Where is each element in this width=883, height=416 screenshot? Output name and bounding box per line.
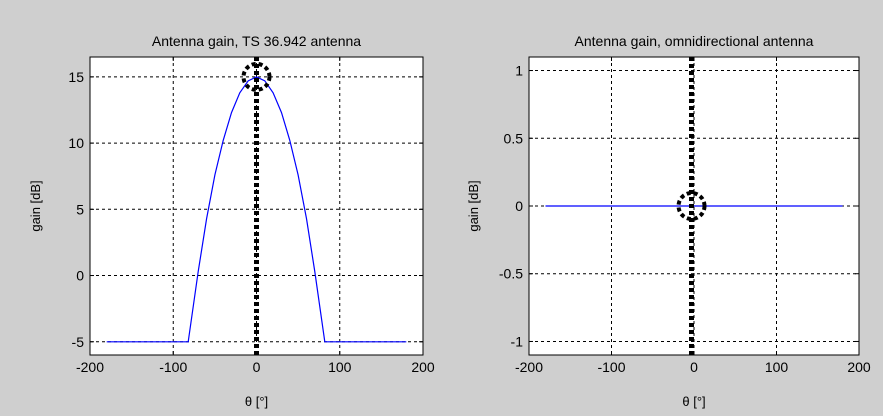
x-tick-label: 100 [328, 359, 352, 375]
right-plot: Antenna gain, omnidirectional antenna θ … [466, 33, 871, 409]
gain-curve [106, 76, 407, 343]
right-plot-xlabel: θ [°] [682, 394, 705, 409]
right-plot-ylabel: gain [dB] [466, 180, 481, 231]
x-tick-label: -100 [597, 359, 625, 375]
left-plot-series [106, 57, 407, 355]
x-tick-label: 200 [411, 359, 435, 375]
y-tick-label: -5 [72, 334, 85, 350]
y-tick-label: 1 [515, 63, 523, 79]
right-plot-series [545, 57, 843, 355]
x-tick-label: -200 [76, 359, 104, 375]
y-tick-label: 5 [76, 201, 84, 217]
x-tick-label: 0 [690, 359, 698, 375]
left-plot: Antenna gain, TS 36.942 antenna θ [°] ga… [28, 33, 435, 409]
y-tick-label: 0.5 [504, 130, 524, 146]
highlight-circle [676, 191, 707, 221]
left-plot-xlabel: θ [°] [245, 394, 268, 409]
y-tick-label: 0 [515, 198, 523, 214]
y-tick-label: -1 [511, 333, 524, 349]
x-tick-label: 0 [253, 359, 261, 375]
x-tick-label: 200 [847, 359, 871, 375]
y-tick-label: -0.5 [499, 266, 523, 282]
y-tick-label: 10 [68, 135, 84, 151]
y-tick-label: 0 [76, 268, 84, 284]
x-tick-label: 100 [765, 359, 789, 375]
left-plot-ylabel: gain [dB] [28, 180, 43, 231]
x-tick-label: -100 [159, 359, 187, 375]
highlight-circle [241, 61, 272, 92]
right-plot-ticks: -200 -100 0 100 200 -1 -0.5 0 0.5 1 [499, 57, 871, 375]
left-plot-ticks: -200 -100 0 100 200 -5 0 5 10 15 [68, 57, 435, 375]
x-tick-label: -200 [515, 359, 543, 375]
y-tick-label: 15 [68, 69, 84, 85]
right-plot-title: Antenna gain, omnidirectional antenna [575, 33, 814, 49]
left-plot-title: Antenna gain, TS 36.942 antenna [152, 33, 361, 49]
